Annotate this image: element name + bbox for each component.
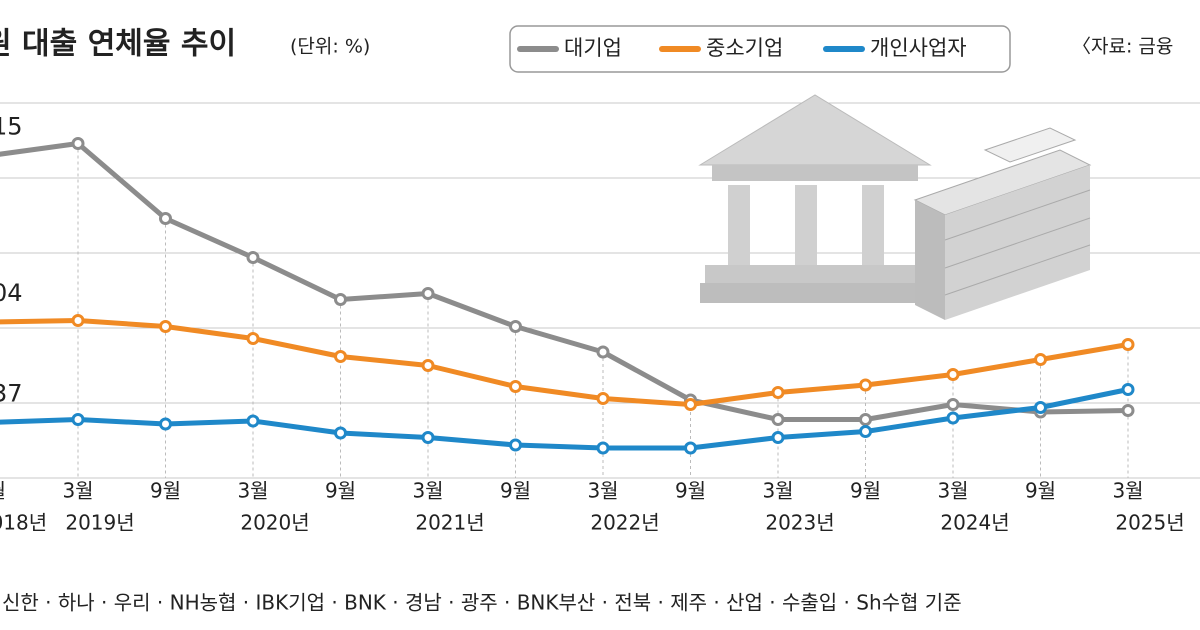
chart-subtitle: (단위: %) — [290, 36, 370, 58]
chart-title: 원 대출 연체율 추이 — [0, 27, 236, 62]
x-tick-label: 3월 — [762, 479, 793, 503]
data-point — [596, 345, 610, 359]
x-year-label: 2023년 — [765, 511, 834, 535]
data-point — [71, 413, 85, 426]
x-tick-label: 3월 — [937, 479, 968, 503]
data-point — [71, 314, 85, 327]
series-line — [0, 387, 1129, 451]
value-label: 0.304 — [0, 279, 23, 307]
series-line — [0, 141, 1129, 422]
x-tick-label: 3월 — [62, 479, 93, 503]
x-tick-label: 9월 — [850, 479, 881, 503]
data-point — [684, 441, 697, 455]
data-point — [509, 438, 522, 452]
legend-label: 개인사업자 — [870, 36, 967, 60]
data-point — [1121, 404, 1135, 417]
x-year-label: 2020년 — [240, 511, 309, 535]
data-point — [334, 426, 347, 440]
x-year-label: 2019년 — [65, 511, 134, 535]
footnote: 신한 · 하나 · 우리 · NH농협 · IBK기업 · BNK · 경남 ·… — [2, 591, 962, 615]
data-point — [509, 380, 522, 393]
data-point — [596, 392, 610, 405]
data-point — [946, 411, 960, 425]
source: 〈자료: 금융 — [1072, 36, 1173, 58]
x-tick-label: 9월 — [1025, 479, 1056, 503]
data-point — [859, 378, 872, 392]
data-point — [246, 251, 260, 264]
x-tick-label: 9월 — [500, 479, 531, 503]
data-point — [771, 431, 785, 444]
x-tick-label: 9월 — [150, 479, 181, 503]
x-year-label: 2022년 — [590, 511, 659, 535]
data-point — [859, 413, 872, 426]
data-point — [421, 431, 435, 444]
data-point — [1034, 401, 1047, 414]
data-point — [771, 386, 785, 399]
x-tick-label: 3월 — [1112, 479, 1143, 503]
data-point — [71, 137, 85, 150]
data-point — [1121, 383, 1135, 396]
data-point — [334, 350, 347, 363]
data-point — [421, 287, 435, 300]
value-label: 0.237 — [0, 380, 23, 408]
data-point — [246, 414, 260, 428]
legend-label: 중소기업 — [706, 36, 783, 60]
data-point — [859, 425, 872, 438]
data-point — [946, 398, 960, 411]
x-tick-label: 9월 — [675, 479, 706, 503]
data-point — [159, 320, 172, 333]
x-tick-label: 3월 — [587, 479, 618, 503]
data-point — [334, 293, 347, 306]
series-line — [0, 318, 1129, 407]
x-year-label: 2021년 — [415, 511, 484, 535]
x-tick-label: 9월 — [325, 479, 356, 503]
data-point — [1034, 353, 1047, 366]
data-point — [946, 368, 960, 381]
bank-illustration — [698, 94, 1092, 320]
x-tick-label: 3월 — [0, 479, 6, 503]
data-point — [246, 332, 260, 345]
data-point — [771, 413, 785, 426]
x-tick-label: 3월 — [237, 479, 268, 503]
data-point — [509, 320, 522, 333]
data-point — [684, 398, 697, 411]
data-point — [596, 441, 610, 455]
data-point — [159, 417, 172, 431]
legend-label: 대기업 — [564, 36, 622, 60]
data-point — [421, 359, 435, 372]
data-point — [1121, 338, 1135, 351]
data-point — [159, 212, 172, 225]
x-tick-label: 3월 — [412, 479, 443, 503]
x-year-label: 2018년 — [0, 511, 47, 535]
x-year-label: 2025년 — [1115, 511, 1184, 535]
value-label: 0.415 — [0, 113, 23, 141]
x-year-label: 2024년 — [940, 511, 1009, 535]
legend-box — [509, 25, 1011, 73]
